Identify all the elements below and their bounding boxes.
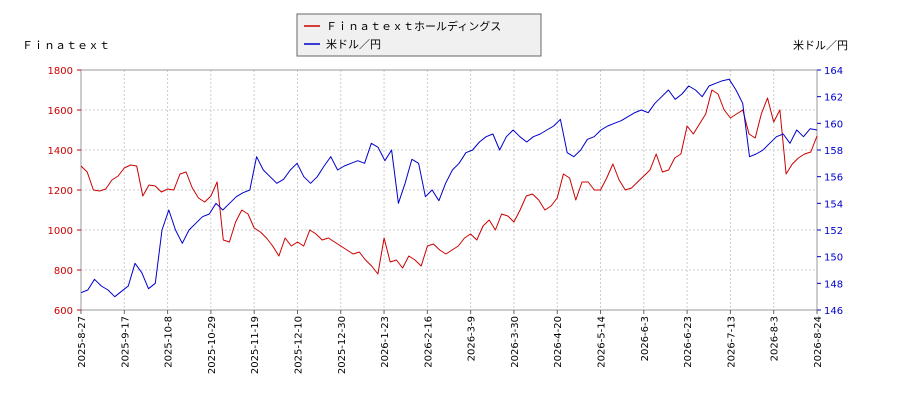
right-tick-label: 148 [824, 279, 843, 290]
grid [81, 70, 817, 310]
x-tick-label: 2026-6-23 [683, 316, 694, 368]
x-tick-label: 2026-8-24 [813, 316, 824, 368]
right-tick-label: 156 [824, 173, 843, 184]
x-tick-label: 2025-11-19 [250, 316, 261, 374]
x-tick-label: 2025-10-29 [207, 316, 218, 374]
x-tick-label: 2025-10-8 [164, 316, 175, 368]
x-tick-label: 2026-3-9 [467, 316, 478, 361]
x-tick-label: 2026-7-13 [726, 316, 737, 368]
legend-label-finatext: Ｆｉｎａｔｅｘｔホールディングス [326, 19, 501, 33]
x-tick-label: 2026-5-14 [597, 316, 608, 368]
right-tick-label: 160 [824, 119, 843, 130]
x-tick-label: 2025-12-10 [293, 316, 304, 374]
series-line-usdjpy [80, 78, 818, 298]
legend-box [296, 13, 542, 57]
x-tick-label: 2025-9-17 [120, 316, 131, 368]
x-tick-label: 2025-12-30 [337, 316, 348, 374]
x-tick-label: 2026-6-3 [640, 316, 651, 361]
left-tick-label: 600 [54, 306, 73, 317]
right-tick-label: 152 [824, 226, 843, 237]
right-tick-label: 164 [824, 66, 843, 77]
x-tick-label: 2026-3-30 [510, 316, 521, 368]
x-tick-label: 2026-4-20 [553, 316, 564, 368]
series-layer [80, 78, 818, 298]
right-tick-label: 158 [824, 146, 843, 157]
x-tick-label: 2025-8-27 [77, 316, 88, 368]
series-line-finatext [80, 89, 818, 275]
left-axis-title: Ｆｉｎａｔｅｘｔ [22, 39, 110, 52]
left-tick-label: 800 [54, 266, 73, 277]
left-tick-label: 1200 [48, 186, 73, 197]
right-tick-label: 154 [824, 199, 843, 210]
legend-label-usdjpy: 米ドル／円 [326, 38, 381, 51]
left-tick-label: 1400 [48, 146, 73, 157]
x-tick-label: 2026-1-23 [380, 316, 391, 368]
right-tick-label: 146 [824, 306, 843, 317]
x-tick-label: 2026-2-16 [423, 316, 434, 368]
right-tick-label: 150 [824, 253, 843, 264]
axis-layer: 600 800 1000 1200 1400 1600 1800 146 148 150 152 15… [48, 66, 844, 374]
right-axis-title: 米ドル／円 [793, 39, 848, 52]
left-tick-label: 1600 [48, 106, 73, 117]
left-tick-label: 1800 [48, 66, 73, 77]
legend: Ｆｉｎａｔｅｘｔホールディングス 米ドル／円 [296, 13, 542, 57]
right-tick-label: 162 [824, 93, 843, 104]
x-tick-label: 2026-8-3 [770, 316, 781, 361]
left-tick-label: 1000 [48, 226, 73, 237]
